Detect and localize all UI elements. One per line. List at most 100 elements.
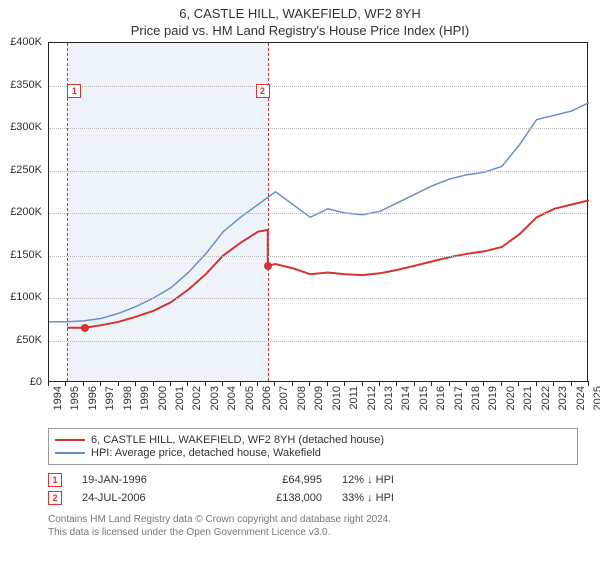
x-axis-label: 1999 bbox=[139, 386, 151, 410]
y-axis-label: £200K bbox=[10, 206, 42, 218]
transaction-dot bbox=[264, 262, 272, 270]
x-axis-label: 2011 bbox=[348, 386, 360, 410]
x-axis-label: 2002 bbox=[191, 386, 203, 410]
plot-area: 12 bbox=[48, 42, 588, 382]
x-tick bbox=[518, 381, 519, 386]
x-axis-label: 2013 bbox=[383, 386, 395, 410]
legend-item: 6, CASTLE HILL, WAKEFIELD, WF2 8YH (deta… bbox=[55, 434, 571, 446]
transaction-price: £138,000 bbox=[232, 492, 322, 504]
x-tick bbox=[135, 381, 136, 386]
transaction-dot bbox=[81, 324, 89, 332]
legend: 6, CASTLE HILL, WAKEFIELD, WF2 8YH (deta… bbox=[48, 428, 578, 465]
x-tick bbox=[153, 381, 154, 386]
x-tick bbox=[379, 381, 380, 386]
x-axis-label: 2020 bbox=[505, 386, 517, 410]
x-axis-label: 2010 bbox=[331, 386, 343, 410]
x-tick bbox=[553, 381, 554, 386]
x-tick bbox=[431, 381, 432, 386]
x-tick bbox=[414, 381, 415, 386]
x-tick bbox=[501, 381, 502, 386]
x-axis-label: 2017 bbox=[453, 386, 465, 410]
x-tick bbox=[222, 381, 223, 386]
x-tick bbox=[344, 381, 345, 386]
x-tick bbox=[483, 381, 484, 386]
x-tick bbox=[118, 381, 119, 386]
x-axis-label: 2021 bbox=[522, 386, 534, 410]
x-axis-label: 2018 bbox=[470, 386, 482, 410]
x-axis-label: 2001 bbox=[174, 386, 186, 410]
gridline-h bbox=[49, 128, 587, 129]
x-tick bbox=[536, 381, 537, 386]
y-axis-label: £100K bbox=[10, 291, 42, 303]
x-tick bbox=[48, 381, 49, 386]
legend-swatch bbox=[55, 439, 85, 441]
y-axis-label: £50K bbox=[16, 334, 42, 346]
x-axis-label: 2005 bbox=[244, 386, 256, 410]
x-axis-label: 1997 bbox=[104, 386, 116, 410]
transaction-number-box: 2 bbox=[48, 491, 62, 505]
x-axis-label: 2008 bbox=[296, 386, 308, 410]
x-axis-label: 2025 bbox=[592, 386, 600, 410]
x-tick bbox=[100, 381, 101, 386]
transaction-diff: 12% ↓ HPI bbox=[342, 474, 452, 486]
x-tick bbox=[362, 381, 363, 386]
x-axis-label: 2009 bbox=[313, 386, 325, 410]
x-tick bbox=[187, 381, 188, 386]
chart: 12 £0£50K£100K£150K£200K£250K£300K£350K£… bbox=[48, 42, 588, 382]
x-axis-label: 1996 bbox=[87, 386, 99, 410]
x-tick bbox=[449, 381, 450, 386]
page-title: 6, CASTLE HILL, WAKEFIELD, WF2 8YH bbox=[0, 6, 600, 21]
gridline-h bbox=[49, 171, 587, 172]
transaction-number-box: 1 bbox=[48, 473, 62, 487]
y-axis-label: £250K bbox=[10, 164, 42, 176]
gridline-h bbox=[49, 256, 587, 257]
x-tick bbox=[257, 381, 258, 386]
x-tick bbox=[83, 381, 84, 386]
x-tick bbox=[292, 381, 293, 386]
transaction-marker: 2 bbox=[256, 84, 270, 98]
x-tick bbox=[240, 381, 241, 386]
x-axis-label: 2003 bbox=[209, 386, 221, 410]
transaction-row: 2 24-JUL-2006 £138,000 33% ↓ HPI bbox=[48, 491, 578, 505]
y-axis-label: £400K bbox=[10, 36, 42, 48]
x-axis-label: 1994 bbox=[52, 386, 64, 410]
x-axis-label: 2007 bbox=[278, 386, 290, 410]
x-axis-label: 2012 bbox=[366, 386, 378, 410]
x-axis-label: 2019 bbox=[487, 386, 499, 410]
x-tick bbox=[396, 381, 397, 386]
x-tick bbox=[65, 381, 66, 386]
legend-swatch bbox=[55, 452, 85, 454]
x-axis-label: 2023 bbox=[557, 386, 569, 410]
x-tick bbox=[309, 381, 310, 386]
x-axis-label: 2024 bbox=[575, 386, 587, 410]
x-axis-label: 2016 bbox=[435, 386, 447, 410]
legend-label: 6, CASTLE HILL, WAKEFIELD, WF2 8YH (deta… bbox=[91, 434, 384, 446]
footer-line1: Contains HM Land Registry data © Crown c… bbox=[48, 513, 578, 526]
page-subtitle: Price paid vs. HM Land Registry's House … bbox=[0, 23, 600, 38]
x-tick bbox=[274, 381, 275, 386]
x-axis-label: 2006 bbox=[261, 386, 273, 410]
legend-label: HPI: Average price, detached house, Wake… bbox=[91, 447, 321, 459]
y-axis-label: £0 bbox=[30, 376, 42, 388]
y-axis-label: £300K bbox=[10, 121, 42, 133]
x-axis-label: 2004 bbox=[226, 386, 238, 410]
transaction-row: 1 19-JAN-1996 £64,995 12% ↓ HPI bbox=[48, 473, 578, 487]
transaction-date: 19-JAN-1996 bbox=[82, 474, 212, 486]
gridline-h bbox=[49, 213, 587, 214]
x-axis-label: 2022 bbox=[540, 386, 552, 410]
x-axis-label: 2015 bbox=[418, 386, 430, 410]
x-tick bbox=[327, 381, 328, 386]
x-tick bbox=[466, 381, 467, 386]
gridline-h bbox=[49, 86, 587, 87]
transaction-date: 24-JUL-2006 bbox=[82, 492, 212, 504]
x-axis-label: 2000 bbox=[157, 386, 169, 410]
transactions-table: 1 19-JAN-1996 £64,995 12% ↓ HPI 2 24-JUL-2006… bbox=[48, 473, 578, 505]
transaction-price: £64,995 bbox=[232, 474, 322, 486]
y-axis-label: £350K bbox=[10, 79, 42, 91]
footer-attribution: Contains HM Land Registry data © Crown c… bbox=[48, 513, 578, 539]
transaction-diff: 33% ↓ HPI bbox=[342, 492, 452, 504]
footer-line2: This data is licensed under the Open Gov… bbox=[48, 526, 578, 539]
x-axis-label: 1995 bbox=[69, 386, 81, 410]
transaction-marker: 1 bbox=[67, 84, 81, 98]
x-tick bbox=[205, 381, 206, 386]
